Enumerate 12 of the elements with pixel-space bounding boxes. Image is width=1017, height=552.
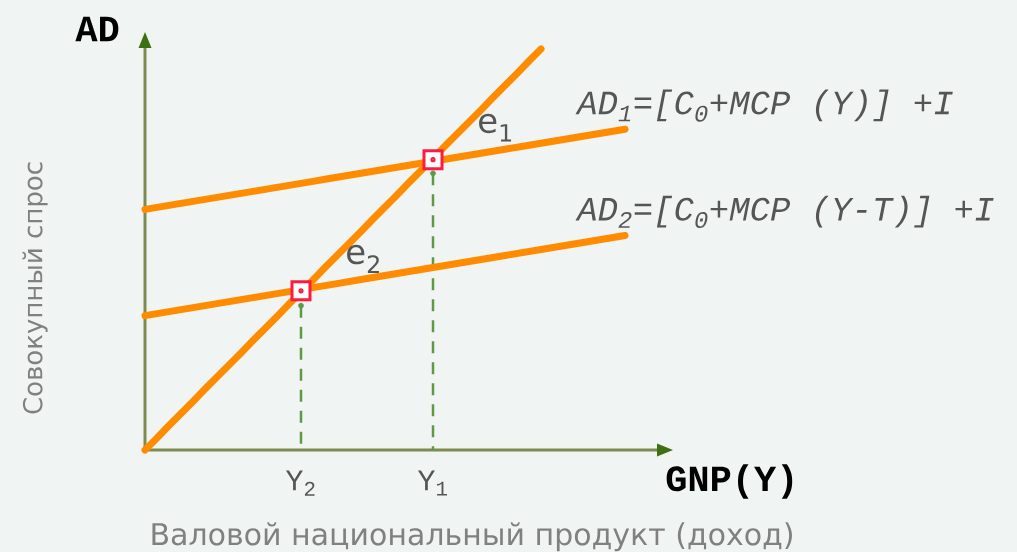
text: AD <box>75 16 119 42</box>
x-axis-title: Валовой национальный продукт (доход) <box>152 522 792 552</box>
series-label: AD$_{1}$=[C$_{0}$+MCP (Y)] +I <box>575 89 953 122</box>
x-tick-label: Y$_{1}$ <box>417 470 448 496</box>
y-axis-title: Совокупный спрос <box>22 162 48 414</box>
point <box>298 302 304 309</box>
point <box>430 170 436 177</box>
x-tick-label: Y$_{2}$ <box>285 470 315 496</box>
series-label: AD$_{2}$=[C$_{0}$+MCP (Y-T)] +I <box>575 195 994 229</box>
text: GNP(Y) <box>666 464 793 499</box>
annotation: e$_{1}$ <box>479 113 512 142</box>
annotation: e$_{2}$ <box>347 244 379 273</box>
